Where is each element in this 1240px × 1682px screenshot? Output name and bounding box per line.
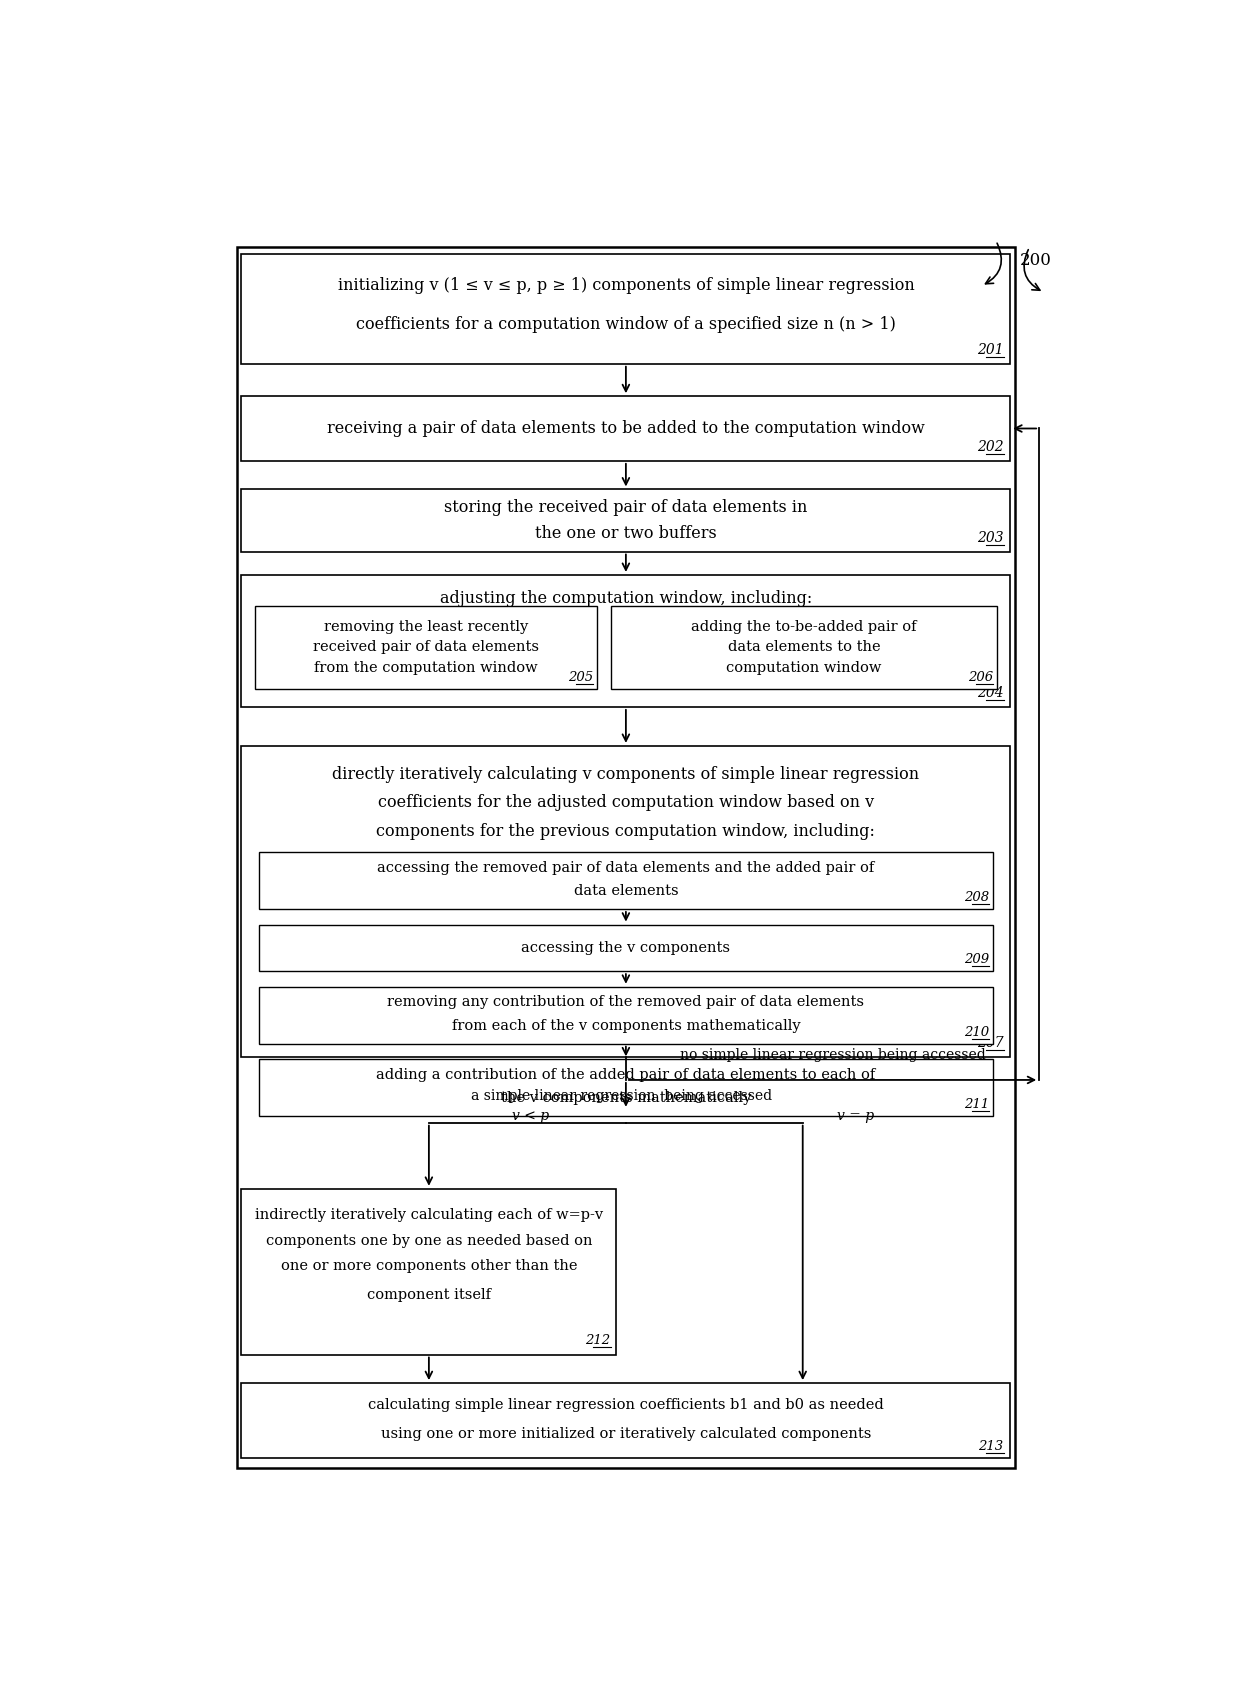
FancyBboxPatch shape [242, 397, 1011, 461]
FancyBboxPatch shape [242, 489, 1011, 552]
Text: coefficients for a computation window of a specified size n (n > 1): coefficients for a computation window of… [356, 316, 895, 333]
Text: coefficients for the adjusted computation window based on v: coefficients for the adjusted computatio… [378, 794, 874, 811]
Text: 202: 202 [977, 441, 1003, 454]
Text: using one or more initialized or iteratively calculated components: using one or more initialized or iterati… [381, 1426, 870, 1440]
Text: 208: 208 [963, 891, 990, 903]
FancyBboxPatch shape [611, 606, 997, 690]
Text: one or more components other than the: one or more components other than the [280, 1260, 577, 1273]
Text: accessing the removed pair of data elements and the added pair of: accessing the removed pair of data eleme… [377, 861, 874, 875]
Text: data elements to the: data elements to the [728, 641, 880, 654]
FancyBboxPatch shape [259, 987, 993, 1043]
Text: initializing v (1 ≤ v ≤ p, p ≥ 1) components of simple linear regression: initializing v (1 ≤ v ≤ p, p ≥ 1) compon… [337, 278, 914, 294]
Text: components for the previous computation window, including:: components for the previous computation … [377, 822, 875, 839]
FancyArrowPatch shape [986, 244, 1002, 284]
Text: indirectly iteratively calculating each of w=p-v: indirectly iteratively calculating each … [255, 1208, 603, 1221]
Text: 211: 211 [963, 1098, 990, 1112]
Text: calculating simple linear regression coefficients b1 and b0 as needed: calculating simple linear regression coe… [368, 1398, 884, 1411]
FancyBboxPatch shape [259, 925, 993, 971]
Text: component itself: component itself [367, 1288, 491, 1302]
Text: computation window: computation window [727, 661, 882, 674]
Text: 206: 206 [968, 671, 993, 683]
FancyArrowPatch shape [1024, 249, 1040, 291]
FancyBboxPatch shape [242, 1383, 1011, 1458]
Text: 207: 207 [977, 1036, 1003, 1050]
Text: storing the received pair of data elements in: storing the received pair of data elemen… [444, 500, 807, 516]
Text: removing any contribution of the removed pair of data elements: removing any contribution of the removed… [387, 996, 864, 1009]
Text: directly iteratively calculating v components of simple linear regression: directly iteratively calculating v compo… [332, 765, 919, 782]
Text: data elements: data elements [574, 883, 678, 898]
Text: adding the to-be-added pair of: adding the to-be-added pair of [692, 619, 916, 634]
Text: no simple linear regression being accessed: no simple linear regression being access… [680, 1048, 986, 1061]
FancyBboxPatch shape [242, 1189, 616, 1354]
FancyBboxPatch shape [237, 247, 1016, 1468]
Text: from each of the v components mathematically: from each of the v components mathematic… [451, 1019, 800, 1033]
Text: components one by one as needed based on: components one by one as needed based on [265, 1233, 593, 1248]
Text: the v components mathematically: the v components mathematically [501, 1092, 751, 1105]
Text: adjusting the computation window, including:: adjusting the computation window, includ… [440, 590, 812, 607]
Text: received pair of data elements: received pair of data elements [312, 641, 539, 654]
Text: v = p: v = p [837, 1108, 874, 1124]
FancyBboxPatch shape [259, 1060, 993, 1117]
Text: 212: 212 [585, 1334, 610, 1347]
FancyBboxPatch shape [242, 575, 1011, 706]
Text: 205: 205 [568, 671, 593, 683]
Text: adding a contribution of the added pair of data elements to each of: adding a contribution of the added pair … [376, 1068, 875, 1082]
Text: 209: 209 [963, 954, 990, 965]
Text: accessing the v components: accessing the v components [521, 940, 730, 955]
Text: the one or two buffers: the one or two buffers [534, 525, 717, 542]
FancyBboxPatch shape [242, 254, 1011, 363]
Text: 213: 213 [978, 1440, 1003, 1453]
Text: a simple linear regression  being accessed: a simple linear regression being accesse… [470, 1088, 771, 1103]
Text: removing the least recently: removing the least recently [324, 619, 528, 634]
Text: 203: 203 [977, 532, 1003, 545]
Text: receiving a pair of data elements to be added to the computation window: receiving a pair of data elements to be … [327, 420, 925, 437]
Text: 201: 201 [977, 343, 1003, 357]
FancyBboxPatch shape [255, 606, 596, 690]
Text: v < p: v < p [512, 1108, 549, 1124]
Text: 210: 210 [963, 1026, 990, 1038]
FancyBboxPatch shape [242, 745, 1011, 1056]
FancyBboxPatch shape [259, 853, 993, 908]
Text: from the computation window: from the computation window [314, 661, 538, 674]
Text: 204: 204 [977, 686, 1003, 700]
Text: 200: 200 [1019, 252, 1052, 269]
